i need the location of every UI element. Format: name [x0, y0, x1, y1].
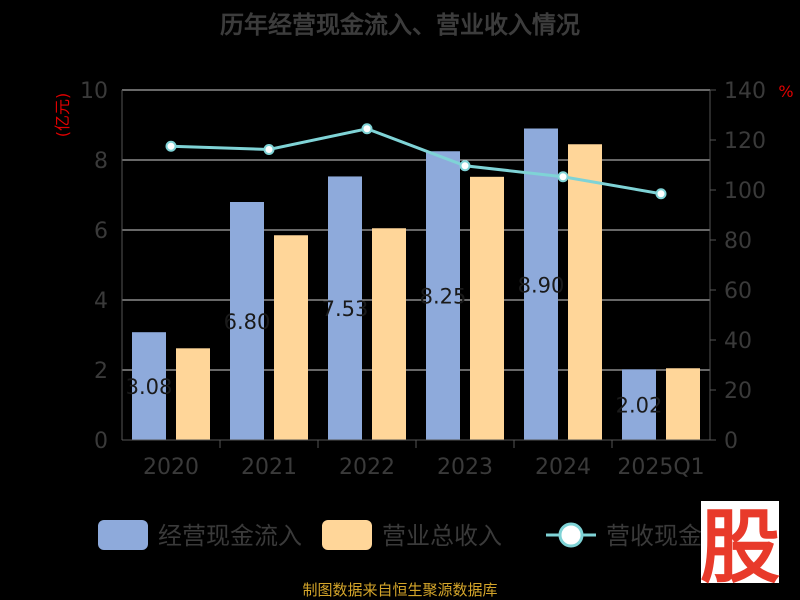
y-right-tick-label: 0: [724, 429, 738, 454]
y-left-tick-label: 6: [94, 219, 108, 244]
bar-revenue: [274, 235, 308, 440]
bar-data-label: 7.53: [322, 297, 369, 321]
x-tick-label: 2023: [437, 455, 493, 480]
bar-revenue: [470, 176, 504, 441]
bar-cash-inflow: [230, 202, 264, 440]
ratio-point: [557, 171, 569, 183]
y-left-tick-label: 0: [94, 429, 108, 454]
y-right-tick-label: 40: [724, 329, 752, 354]
legend-marker: [558, 522, 584, 548]
bar-revenue: [372, 228, 406, 440]
legend-label: 营业总收入: [382, 522, 502, 550]
bar-data-label: 8.90: [518, 273, 565, 297]
x-tick-label: 2020: [143, 455, 199, 480]
x-tick-label: 2025Q1: [617, 455, 704, 480]
legend: 经营现金流入 营业总收入 营收现金比: [98, 520, 726, 550]
y-right-tick-label: 140: [724, 79, 766, 104]
bar-revenue: [666, 368, 700, 440]
ratio-point: [655, 188, 667, 200]
bars-group: [132, 128, 700, 441]
logo-text: 股: [700, 501, 780, 586]
bar-revenue: [176, 348, 210, 440]
y-axis-right-label: %: [778, 82, 793, 101]
bar-data-label: 8.25: [420, 285, 467, 309]
ratio-line-group: [165, 123, 667, 200]
y-axis-left-label: (亿元): [53, 93, 72, 138]
bar-data-label: 6.80: [224, 310, 271, 334]
bar-data-label: 3.08: [126, 375, 173, 399]
chart-title: 历年经营现金流入、营业收入情况: [220, 11, 580, 39]
bar-labels-group: 3.08 6.80 7.53 8.25 8.90 2.02: [126, 273, 663, 417]
bar-cash-inflow: [328, 176, 362, 440]
y-left-tick-label: 8: [94, 149, 108, 174]
bar-cash-inflow: [426, 151, 460, 440]
y-right-tick-label: 20: [724, 379, 752, 404]
bar-revenue: [568, 144, 602, 440]
y-left-tick-label: 4: [94, 289, 108, 314]
ratio-point: [361, 123, 373, 135]
y-right-tick-label: 80: [724, 229, 752, 254]
x-tick-label: 2024: [535, 455, 591, 480]
x-tick-label: 2022: [339, 455, 395, 480]
bar-cash-inflow: [132, 332, 166, 440]
ratio-point: [263, 144, 275, 155]
bar-cash-inflow: [524, 128, 558, 440]
grid-lines: [122, 89, 710, 441]
ratio-line: [170, 127, 662, 196]
legend-swatch: [322, 520, 372, 550]
legend-swatch: [98, 520, 148, 550]
x-tick-label: 2021: [241, 455, 297, 480]
bar-cash-inflow: [622, 369, 656, 440]
y-right-tick-label: 100: [724, 179, 766, 204]
ratio-point: [459, 160, 471, 172]
y-left-tick-label: 2: [94, 359, 108, 384]
ratio-point: [165, 140, 177, 152]
y-left-tick-label: 10: [80, 79, 108, 104]
y-right-tick-label: 120: [724, 129, 766, 154]
footer-source: 制图数据来自恒生聚源数据库: [302, 581, 497, 599]
legend-label: 经营现金流入: [158, 522, 302, 550]
logo-icon: 股: [700, 501, 780, 586]
bar-data-label: 2.02: [616, 394, 663, 418]
y-right-tick-label: 60: [724, 279, 752, 304]
